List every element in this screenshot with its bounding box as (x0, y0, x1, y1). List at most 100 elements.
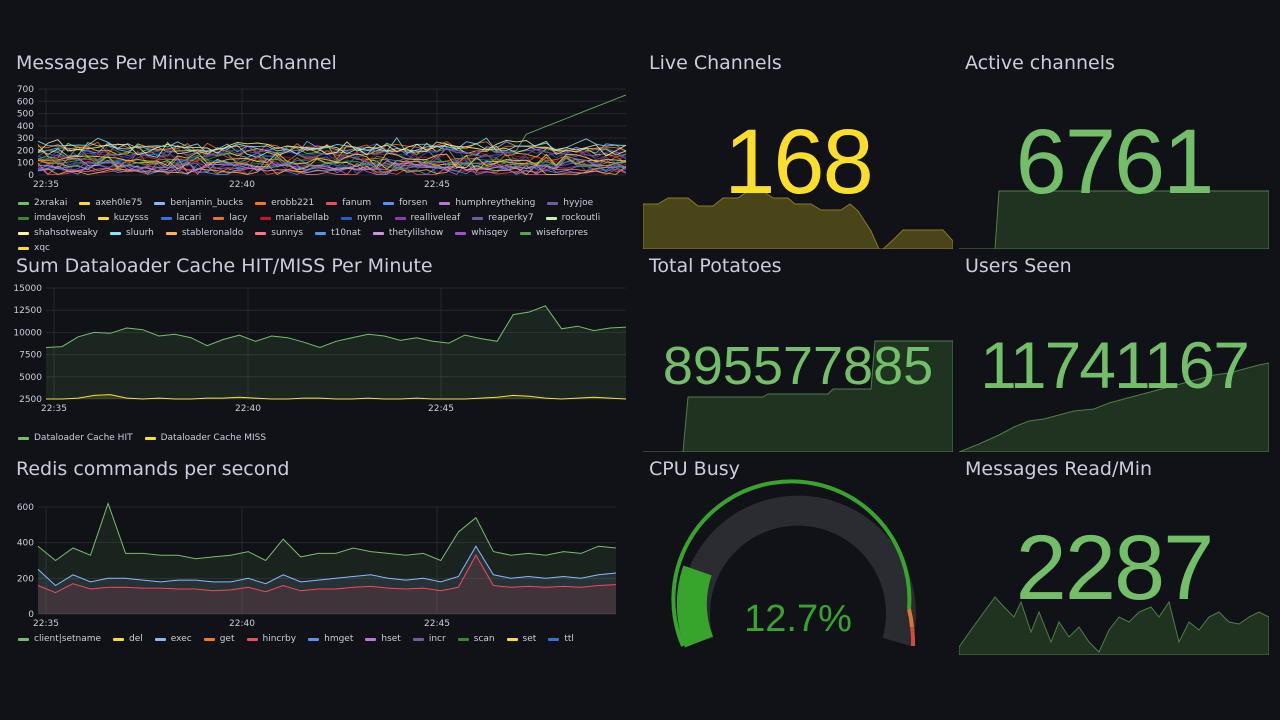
legend-item[interactable]: mariabellab (259, 213, 329, 223)
legend-item[interactable]: client|setname (18, 634, 101, 644)
x-tick-label: 22:40 (235, 404, 261, 414)
legend-label: benjamin_bucks (170, 198, 244, 208)
x-tick-label: 22:35 (41, 404, 67, 414)
users-seen-panel: Users Seen 11741167 (959, 249, 1269, 452)
legend-item[interactable]: del (113, 634, 143, 644)
legend-swatch (18, 201, 29, 205)
series-line (37, 153, 627, 170)
series-area (46, 305, 626, 399)
legend-item[interactable]: realliveleaf (394, 213, 460, 223)
messages-panel-title: Messages Per Minute Per Channel (16, 52, 337, 74)
legend-item[interactable]: hyyjoe (547, 198, 593, 208)
series-line (37, 152, 627, 171)
legend-label: scan (473, 634, 495, 644)
legend-item[interactable]: scan (457, 634, 495, 644)
legend-item[interactable]: sunnys (255, 228, 303, 238)
series-line (37, 140, 627, 158)
legend-swatch (547, 201, 559, 205)
legend-item[interactable]: t10nat (315, 228, 361, 238)
legend-item[interactable]: sluurh (109, 228, 154, 238)
legend-item[interactable]: xqc (18, 243, 50, 253)
legend-item[interactable]: stableronaldo (165, 228, 244, 238)
y-tick-label: 300 (17, 134, 34, 144)
legend-swatch (203, 637, 215, 641)
active-channels-sparkline-area (959, 190, 1269, 249)
total-potatoes-sparkline-area (643, 340, 953, 452)
series-line (37, 158, 627, 175)
legend-item[interactable]: humphreytheking (439, 198, 535, 208)
y-tick-label: 600 (17, 97, 34, 107)
legend-item[interactable]: reaperky7 (472, 213, 534, 223)
users-seen-value: 11741167 (980, 328, 1250, 402)
legend-item[interactable]: forsen (383, 198, 427, 208)
x-tick-label: 22:40 (229, 180, 255, 190)
redis-panel: Redis commands per second 600 400 200 0 22:3… (10, 452, 632, 652)
y-tick-label: 700 (17, 85, 34, 95)
legend-item[interactable]: fanum (326, 198, 371, 208)
legend-item[interactable]: whisqey (455, 228, 508, 238)
legend-item[interactable]: wiseforpres (520, 228, 588, 238)
users-seen-sparkline-area (959, 362, 1269, 452)
legend-label: kuzysss (113, 213, 149, 223)
legend-item[interactable]: incr (412, 634, 446, 644)
legend-label: incr (428, 634, 446, 644)
legend-item[interactable]: lacari (160, 213, 202, 223)
total-potatoes-panel: Total Potatoes 895577885 (643, 249, 953, 452)
series-line (37, 160, 627, 176)
dataloader-panel-title: Sum Dataloader Cache HIT/MISS Per Minute (16, 255, 433, 277)
legend-label: stableronaldo (181, 228, 244, 238)
legend-label: 2xrakai (34, 198, 68, 208)
legend-item[interactable]: Dataloader Cache HIT (18, 433, 133, 443)
legend-item[interactable]: thetylilshow (372, 228, 443, 238)
legend-swatch (259, 216, 271, 220)
y-tick-label: 7500 (19, 351, 42, 361)
legend-item[interactable]: lacy (213, 213, 248, 223)
legend-label: hincrby (262, 634, 297, 644)
legend-item[interactable]: ttl (548, 634, 574, 644)
legend-item[interactable]: exec (154, 634, 192, 644)
series-line (37, 155, 627, 173)
cpu-busy-gauge (671, 479, 916, 648)
legend-label: fanum (342, 198, 372, 208)
messages-read-panel: Messages Read/Min 2287 (959, 452, 1269, 655)
legend-label: lacari (176, 213, 202, 223)
legend-item[interactable]: kuzysss (97, 213, 149, 223)
x-tick-label: 22:35 (33, 180, 59, 190)
legend-item[interactable]: get (203, 634, 235, 644)
legend-label: mariabellab (275, 213, 329, 223)
legend-item[interactable]: benjamin_bucks (154, 198, 243, 208)
legend-item[interactable]: Dataloader Cache MISS (144, 433, 266, 443)
legend-item[interactable]: set (506, 634, 536, 644)
users-seen-title: Users Seen (965, 255, 1072, 277)
y-tick-label: 15000 (13, 284, 42, 294)
cpu-busy-title: CPU Busy (649, 458, 740, 480)
legend-label: nymn (357, 213, 383, 223)
legend-item[interactable]: erobb221 (255, 198, 314, 208)
legend-item[interactable]: nymn (341, 213, 383, 223)
legend-swatch (315, 231, 327, 235)
legend-label: ttl (564, 634, 574, 644)
active-channels-sparkline (959, 190, 1269, 249)
legend-item[interactable]: 2xrakai (18, 198, 67, 208)
legend-item[interactable]: hset (365, 634, 401, 644)
series-line (46, 394, 627, 400)
legend-label: del (129, 634, 143, 644)
legend-item[interactable]: axeh0le75 (79, 198, 142, 208)
legend-item[interactable]: imdavejosh (18, 213, 86, 223)
legend-item[interactable]: shahsotweaky (18, 228, 98, 238)
legend-item[interactable]: rockoutli (545, 213, 600, 223)
messages-chart[interactable]: 700 600 500 400 300 200 100 022:35 22:40 22:45 (10, 46, 632, 196)
legend-item[interactable]: hmget (308, 634, 353, 644)
redis-legend: client|setname del exec get hincrby hmget hset… (18, 634, 628, 644)
legend-swatch (372, 231, 384, 235)
y-tick-label: 2500 (19, 395, 42, 405)
redis-chart[interactable]: 600 400 200 022:35 22:40 22:45 (10, 452, 632, 632)
legend-swatch (326, 201, 338, 205)
legend-swatch (113, 637, 125, 641)
legend-label: lacy (229, 213, 248, 223)
legend-item[interactable]: hincrby (246, 634, 297, 644)
legend-swatch (109, 231, 121, 235)
series-line (37, 545, 617, 587)
legend-swatch (246, 637, 258, 641)
